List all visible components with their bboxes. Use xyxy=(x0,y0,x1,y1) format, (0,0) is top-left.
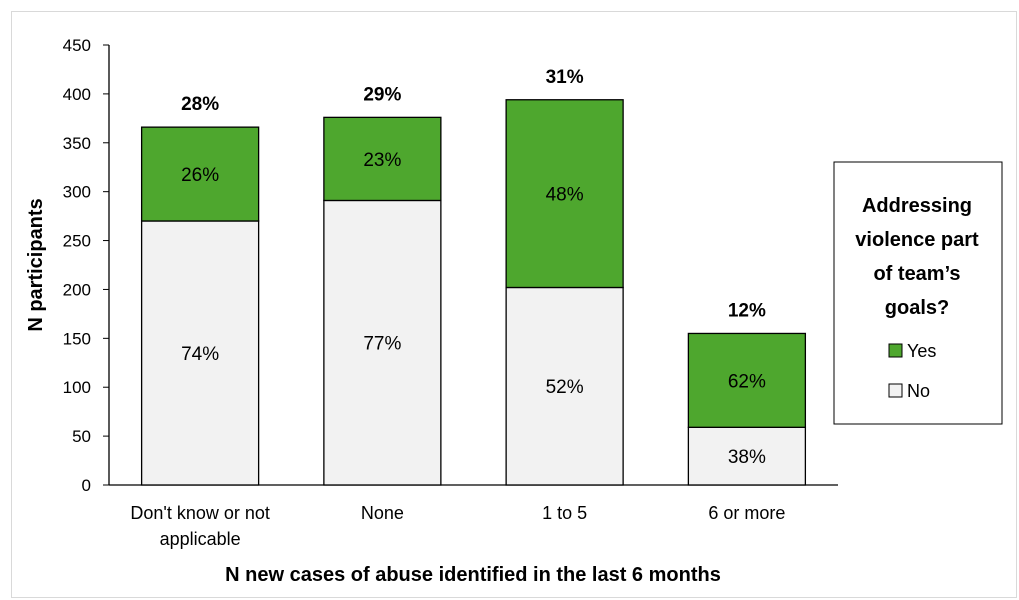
y-axis-title: N participants xyxy=(25,198,47,331)
legend-title: violence part xyxy=(855,229,979,251)
legend-swatch-no xyxy=(888,383,903,398)
bar-segment-yes xyxy=(323,116,442,202)
legend-box xyxy=(833,161,1003,425)
y-tick-label: 100 xyxy=(63,378,91,397)
y-tick-label: 450 xyxy=(63,36,91,55)
segment-percent-label: 77% xyxy=(363,334,401,355)
bar-total-percent-label: 29% xyxy=(363,84,401,105)
y-tick-label: 400 xyxy=(63,85,91,104)
x-category-label: applicable xyxy=(160,529,241,549)
data-labels: 74% 26% 28% 77% 23% 29% 52% 48% 31% 38% 62% 12% xyxy=(181,67,766,468)
bar-segment-no xyxy=(687,426,807,486)
bar-segment-yes xyxy=(505,99,624,289)
y-tick-label: 250 xyxy=(63,232,91,251)
legend-title: goals? xyxy=(885,297,949,319)
y-tick-label: 150 xyxy=(63,329,91,348)
segment-percent-label: 74% xyxy=(181,344,219,365)
bar-total-percent-label: 31% xyxy=(546,67,584,88)
x-category-label: 6 or more xyxy=(708,503,785,523)
y-tick-label: 200 xyxy=(63,280,91,299)
segment-percent-label: 52% xyxy=(546,377,584,398)
segment-percent-label: 26% xyxy=(181,165,219,186)
bar-segment-no xyxy=(505,286,624,486)
bars xyxy=(140,99,807,486)
legend: Addressing violence part of team’s goals? Ye… xyxy=(833,161,1003,425)
y-tick-label: 50 xyxy=(72,427,91,446)
y-tick-label: 0 xyxy=(82,476,91,495)
bar-segment-no xyxy=(140,220,260,486)
segment-percent-label: 23% xyxy=(363,150,401,171)
x-category-label: None xyxy=(361,503,404,523)
legend-swatch-yes xyxy=(888,343,903,358)
legend-label-no: No xyxy=(907,381,930,401)
bar-segment-yes xyxy=(687,332,807,428)
bar-total-percent-label: 12% xyxy=(728,300,766,321)
bar-segment-no xyxy=(323,199,442,486)
x-category-label: 1 to 5 xyxy=(542,503,587,523)
x-axis-title: N new cases of abuse identified in the l… xyxy=(225,564,721,586)
x-category-label: Don't know or not xyxy=(130,503,270,523)
segment-percent-label: 48% xyxy=(546,185,584,206)
bar-total-percent-label: 28% xyxy=(181,94,219,115)
legend-title: of team’s xyxy=(873,263,960,285)
segment-percent-label: 38% xyxy=(728,447,766,468)
legend-label-yes: Yes xyxy=(907,341,936,361)
y-tick-label: 350 xyxy=(63,134,91,153)
segment-percent-label: 62% xyxy=(728,371,766,392)
legend-title: Addressing xyxy=(862,195,972,217)
y-tick-label: 300 xyxy=(63,183,91,202)
bar-segment-yes xyxy=(140,126,260,222)
